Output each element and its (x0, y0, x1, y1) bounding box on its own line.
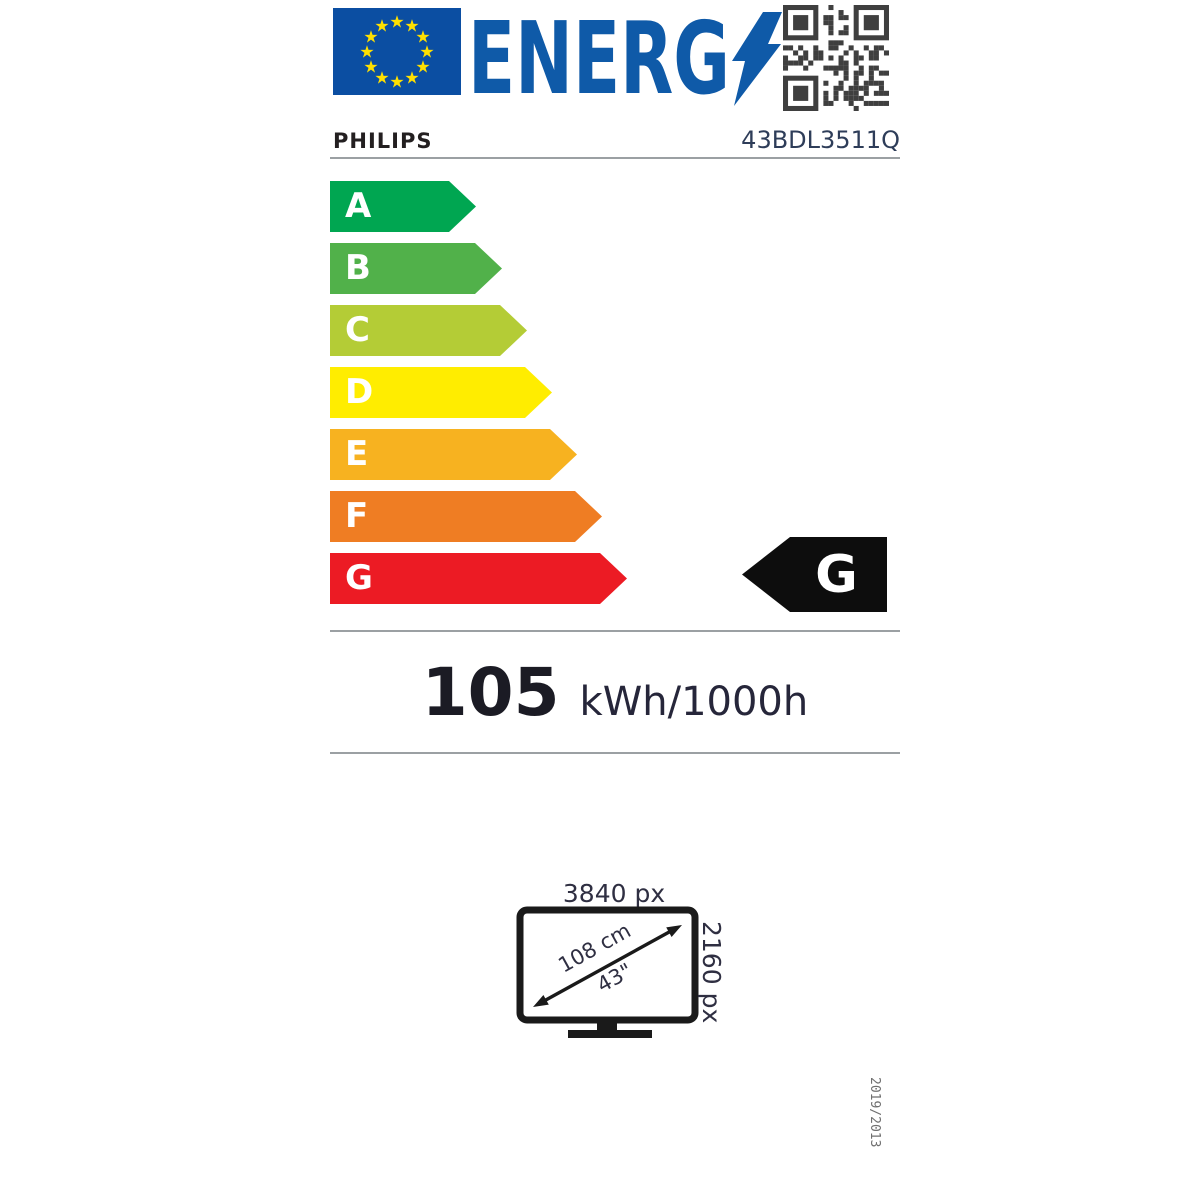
diagonal-arrow (543, 929, 672, 1003)
energ-logo: ENERG (468, 5, 782, 115)
model-number: 43BDL3511Q (741, 126, 900, 154)
efficiency-class-letter: F (345, 496, 369, 536)
efficiency-class-letter: B (345, 248, 371, 288)
eu-star-icon: ★ (389, 13, 404, 33)
efficiency-class-a: A (330, 181, 476, 232)
efficiency-class-f: F (330, 491, 602, 542)
efficiency-class-letter: E (345, 434, 369, 474)
eu-star-icon: ★ (415, 58, 430, 78)
header-divider (330, 157, 900, 159)
eu-star-icon: ★ (389, 73, 404, 93)
efficiency-class-e: E (330, 429, 577, 480)
efficiency-class-letter: C (345, 310, 370, 350)
consumption-unit: kWh/1000h (579, 679, 809, 725)
efficiency-class-c: C (330, 305, 527, 356)
divider (330, 630, 900, 632)
efficiency-class-letter: G (345, 558, 373, 598)
eu-star-icon: ★ (374, 69, 389, 89)
monitor-icon: 108 cm 43" (516, 906, 699, 1038)
selected-class-arrow: G (742, 537, 887, 612)
horizontal-resolution: 3840 px (562, 879, 666, 908)
efficiency-class-letter: A (345, 186, 372, 226)
energy-consumption: 105 kWh/1000h (330, 660, 900, 726)
diagonal-inches: 43" (593, 959, 636, 998)
eu-flag-icon: ★ ★★★★★★★★★★★ (333, 8, 461, 95)
consumption-value: 105 (421, 654, 560, 731)
energ-logo-text: ENERG (468, 5, 730, 115)
eu-star-icon: ★ (363, 28, 378, 48)
eu-star-icon: ★ (359, 43, 374, 63)
regulation-reference: 2019/2013 (867, 1077, 882, 1148)
brand-name: PHILIPS (333, 129, 433, 153)
efficiency-class-d: D (330, 367, 552, 418)
qr-code-icon (783, 5, 889, 111)
efficiency-class-b: B (330, 243, 502, 294)
eu-star-icon: ★ (374, 17, 389, 37)
eu-star-icon: ★ (415, 28, 430, 48)
eu-star-icon: ★ (404, 17, 419, 37)
efficiency-class-g: G (330, 553, 627, 604)
vertical-resolution: 2160 px (697, 921, 726, 1024)
eu-star-icon: ★ (404, 69, 419, 89)
eu-star-icon: ★ (363, 58, 378, 78)
lightning-bolt-icon (732, 12, 782, 106)
eu-star-icon: ★ (419, 43, 434, 63)
divider (330, 752, 900, 754)
selected-class-letter: G (815, 544, 858, 605)
efficiency-class-letter: D (345, 372, 374, 412)
